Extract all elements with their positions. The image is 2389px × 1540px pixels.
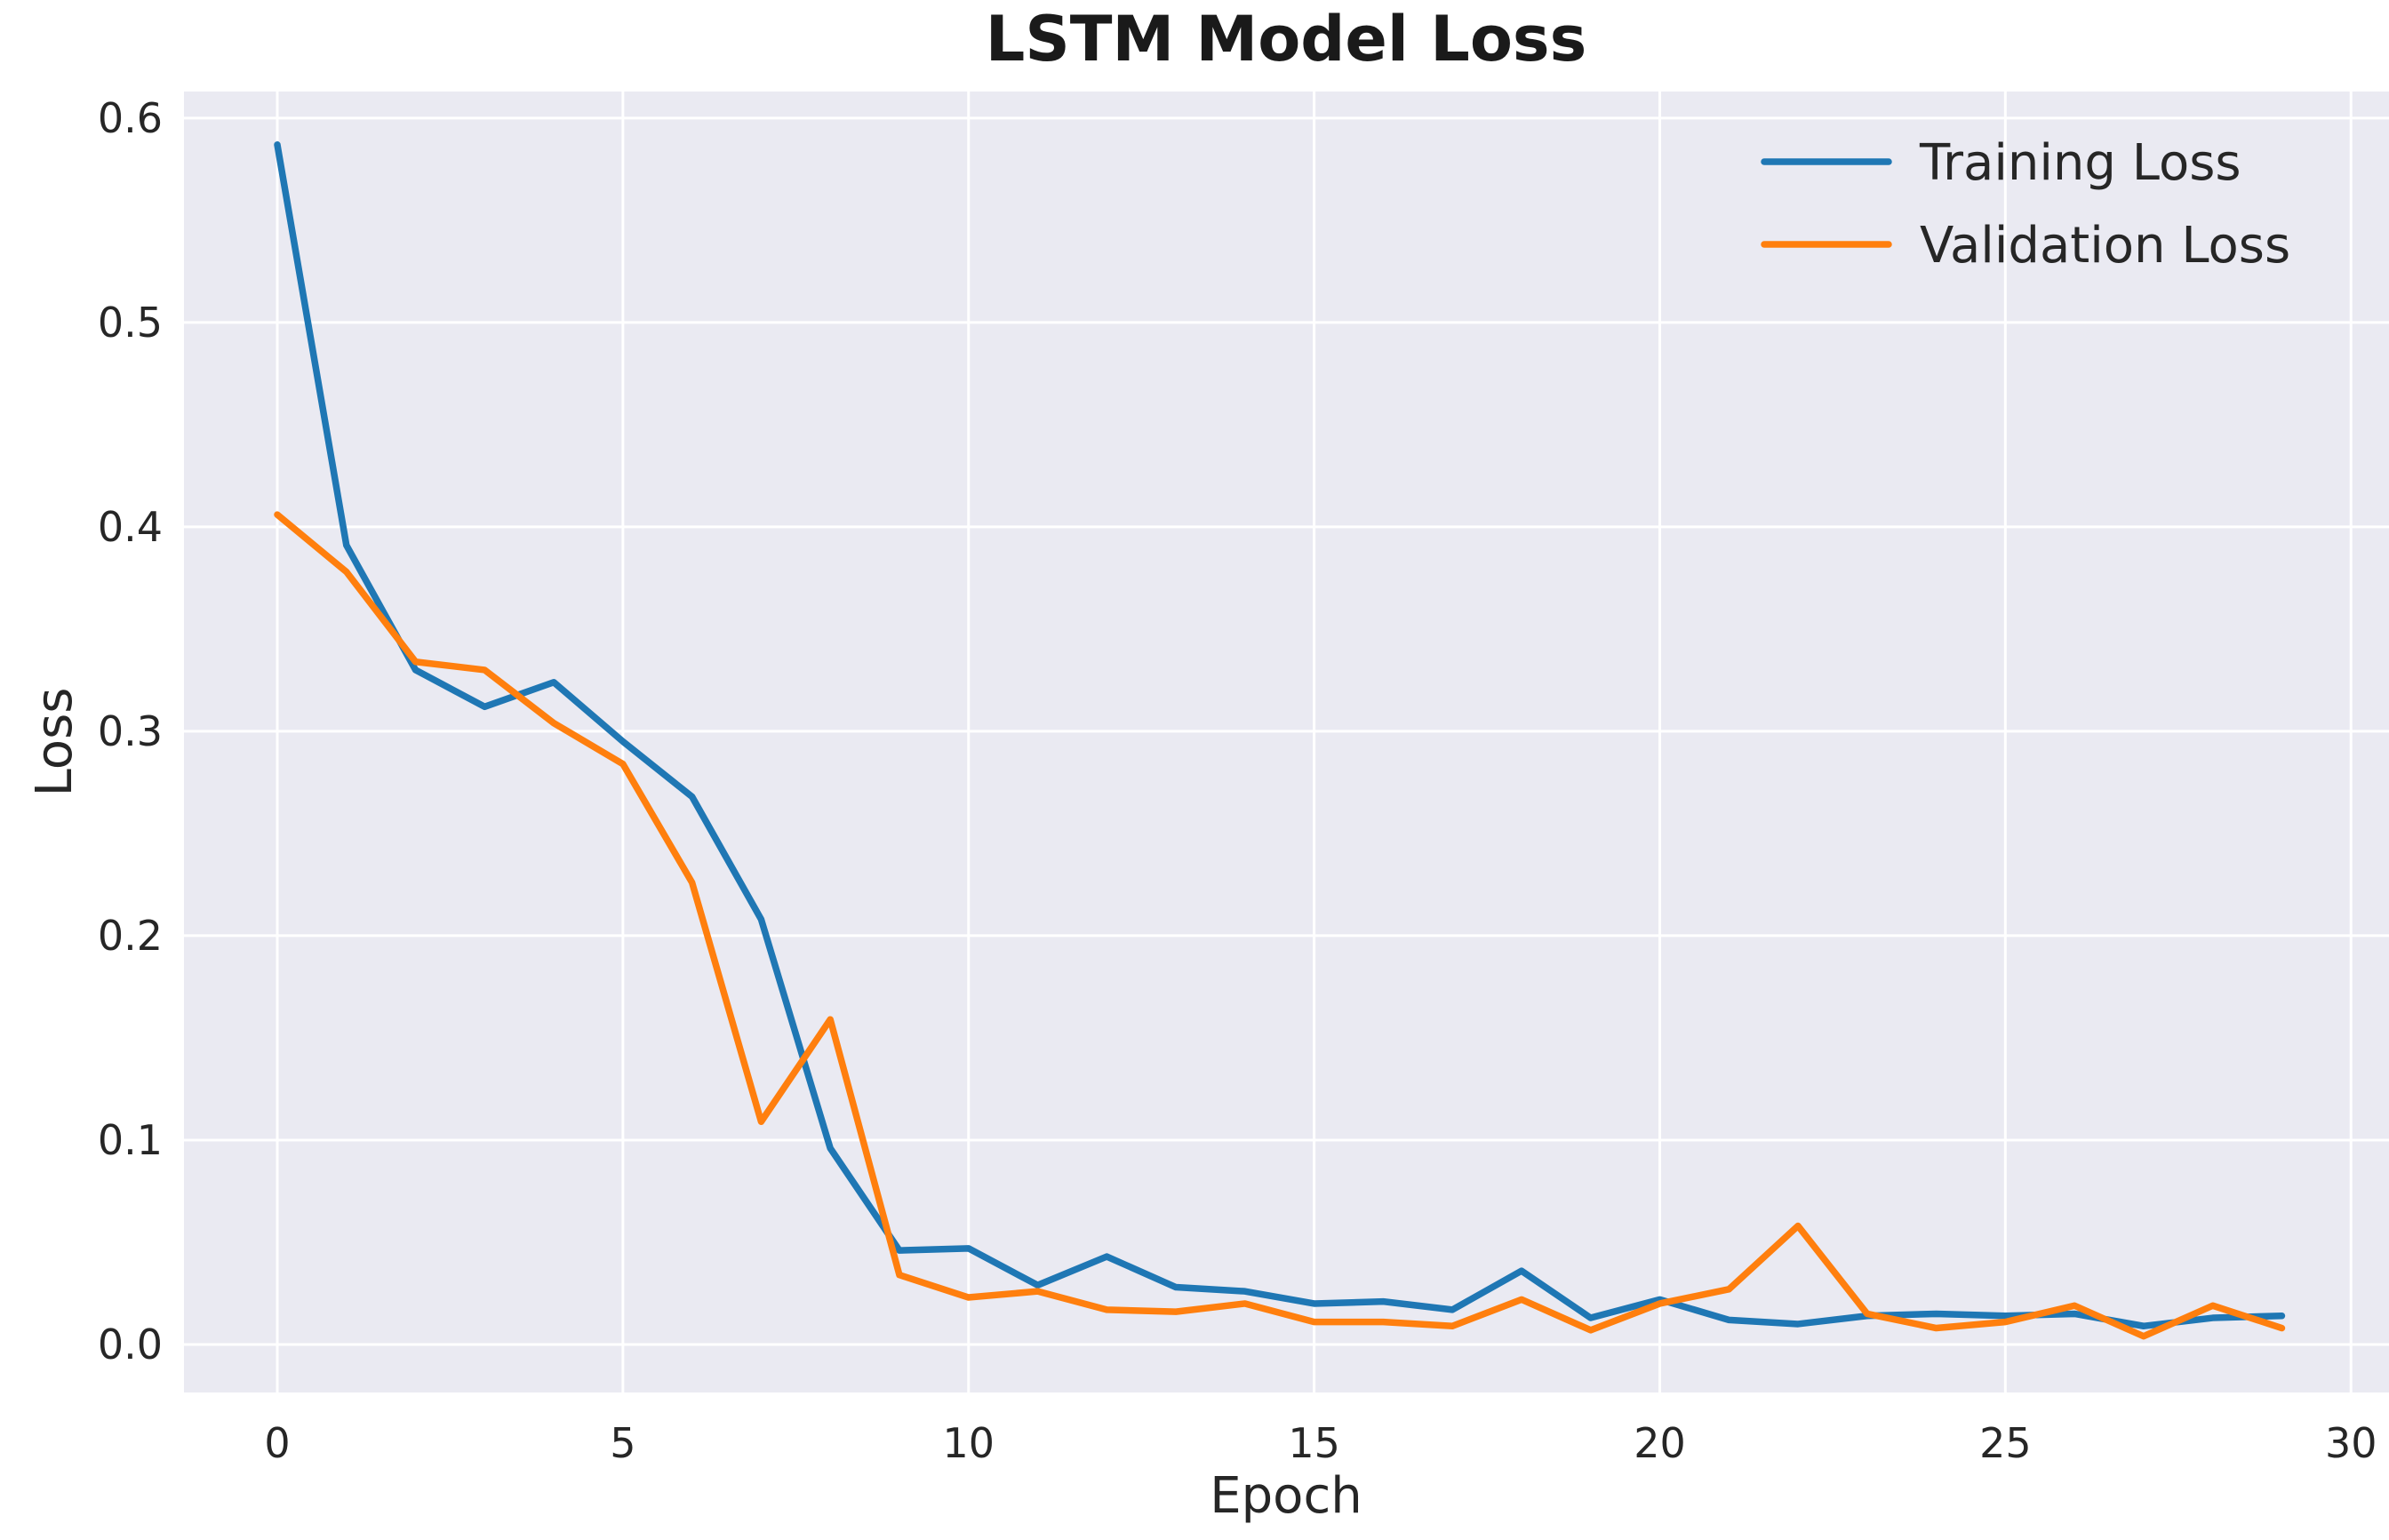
y-tick-label: 0.1 bbox=[98, 1116, 163, 1164]
training-loss-line bbox=[274, 141, 2286, 1329]
x-tick-label: 10 bbox=[942, 1419, 995, 1467]
plot-background bbox=[184, 92, 2389, 1392]
y-tick-label: 0.5 bbox=[98, 299, 163, 347]
legend-entry-validation: Validation Loss bbox=[1761, 217, 2290, 275]
y-axis-label: Loss bbox=[26, 688, 84, 797]
x-tick-label: 15 bbox=[1288, 1419, 1340, 1467]
x-tick-label: 30 bbox=[2325, 1419, 2377, 1467]
y-axis-tick-labels: 0.0 0.1 0.2 0.3 0.4 0.5 0.6 bbox=[98, 94, 163, 1368]
legend-label-training: Training Loss bbox=[1919, 134, 2241, 192]
y-tick-label: 0.6 bbox=[98, 94, 163, 142]
y-tick-label: 0.4 bbox=[98, 503, 163, 551]
x-tick-label: 20 bbox=[1634, 1419, 1686, 1467]
series-lines bbox=[274, 141, 2286, 1340]
validation-loss-line bbox=[274, 511, 2286, 1340]
legend-label-validation: Validation Loss bbox=[1920, 217, 2290, 275]
y-tick-label: 0.0 bbox=[98, 1321, 163, 1368]
x-tick-label: 5 bbox=[610, 1419, 635, 1467]
x-axis-tick-labels: 0 5 10 15 20 25 30 bbox=[264, 1419, 2377, 1467]
x-tick-label: 0 bbox=[264, 1419, 290, 1467]
legend-entry-training: Training Loss bbox=[1761, 134, 2241, 192]
x-tick-label: 25 bbox=[1979, 1419, 2032, 1467]
y-tick-label: 0.2 bbox=[98, 912, 163, 960]
x-axis-label: Epoch bbox=[1210, 1467, 1362, 1525]
y-tick-label: 0.3 bbox=[98, 707, 163, 755]
gridlines bbox=[184, 92, 2389, 1392]
chart-title: LSTM Model Loss bbox=[986, 3, 1587, 76]
legend: Training Loss Validation Loss bbox=[1761, 134, 2290, 275]
